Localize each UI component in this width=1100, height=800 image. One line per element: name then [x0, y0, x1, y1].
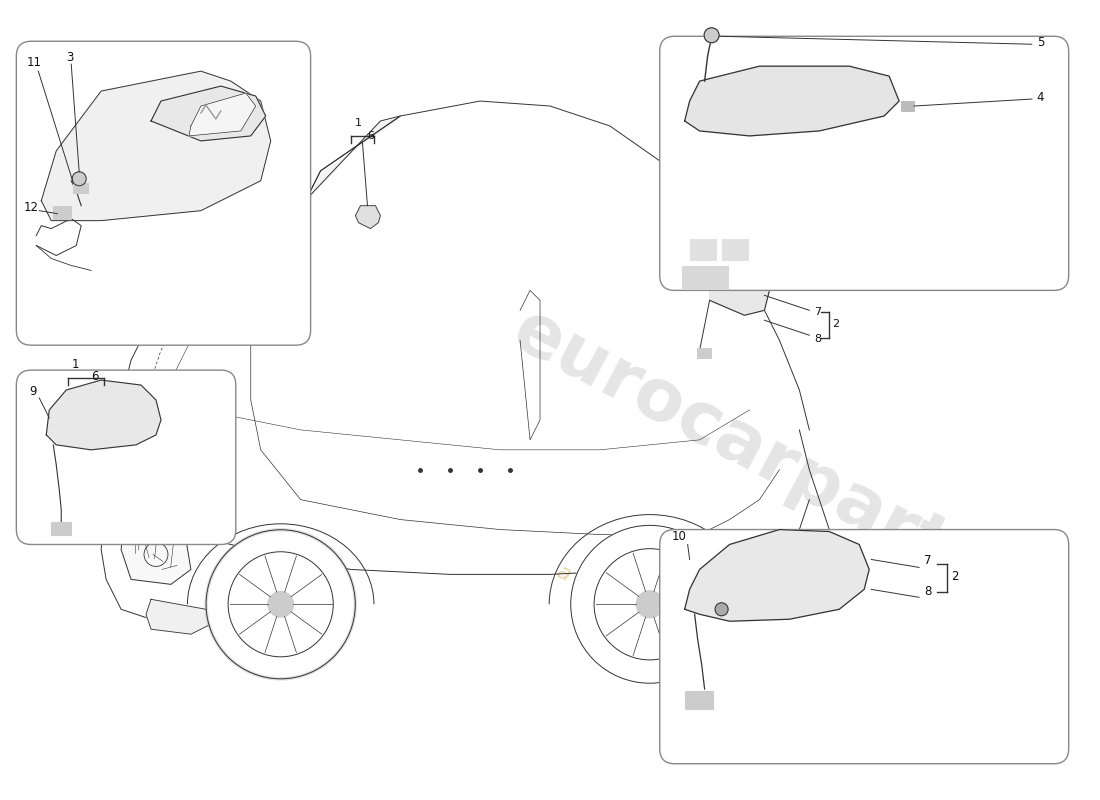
- Circle shape: [636, 591, 663, 618]
- Bar: [74, 182, 88, 193]
- Bar: [696, 348, 711, 358]
- Text: 9: 9: [30, 385, 36, 398]
- Text: 4: 4: [1037, 91, 1044, 104]
- FancyBboxPatch shape: [16, 370, 235, 545]
- Text: 1: 1: [354, 118, 362, 128]
- Polygon shape: [151, 86, 266, 141]
- Text: 11: 11: [26, 56, 42, 69]
- FancyBboxPatch shape: [660, 36, 1069, 290]
- Circle shape: [206, 530, 355, 679]
- Polygon shape: [189, 93, 255, 136]
- Polygon shape: [283, 119, 398, 250]
- Polygon shape: [121, 510, 191, 584]
- Bar: [53, 206, 72, 218]
- Text: 7: 7: [924, 554, 932, 567]
- Text: 2: 2: [833, 319, 839, 330]
- Text: a passion for parts: a passion for parts: [553, 562, 746, 677]
- Text: 1: 1: [72, 358, 79, 371]
- Text: 2: 2: [952, 570, 958, 583]
- Polygon shape: [111, 420, 170, 530]
- Polygon shape: [46, 380, 161, 450]
- Circle shape: [704, 28, 719, 42]
- Text: 6: 6: [367, 131, 374, 141]
- Text: 8: 8: [924, 586, 932, 598]
- Text: since 1985: since 1985: [722, 662, 838, 736]
- FancyBboxPatch shape: [660, 530, 1069, 764]
- Polygon shape: [684, 66, 899, 136]
- Bar: [682, 266, 727, 288]
- Circle shape: [73, 172, 86, 186]
- Text: 8: 8: [814, 334, 822, 344]
- Text: eurocarparts: eurocarparts: [500, 296, 998, 604]
- Polygon shape: [710, 261, 769, 315]
- Bar: [901, 101, 914, 111]
- Bar: [684, 691, 713, 709]
- Text: 7: 7: [814, 307, 822, 318]
- Text: 5: 5: [1037, 36, 1044, 50]
- Polygon shape: [355, 206, 381, 229]
- Text: 10: 10: [672, 530, 686, 542]
- Polygon shape: [684, 530, 869, 622]
- Circle shape: [268, 591, 294, 617]
- Bar: [722, 238, 748, 261]
- Bar: [52, 522, 72, 534]
- Text: 12: 12: [23, 201, 38, 214]
- Text: 6: 6: [91, 370, 99, 383]
- Circle shape: [571, 526, 728, 683]
- Text: 1985: 1985: [805, 565, 1033, 734]
- Bar: [690, 238, 716, 261]
- FancyBboxPatch shape: [16, 42, 310, 345]
- Circle shape: [715, 602, 728, 616]
- Text: 3: 3: [66, 51, 74, 64]
- Polygon shape: [42, 71, 271, 221]
- Polygon shape: [146, 599, 211, 634]
